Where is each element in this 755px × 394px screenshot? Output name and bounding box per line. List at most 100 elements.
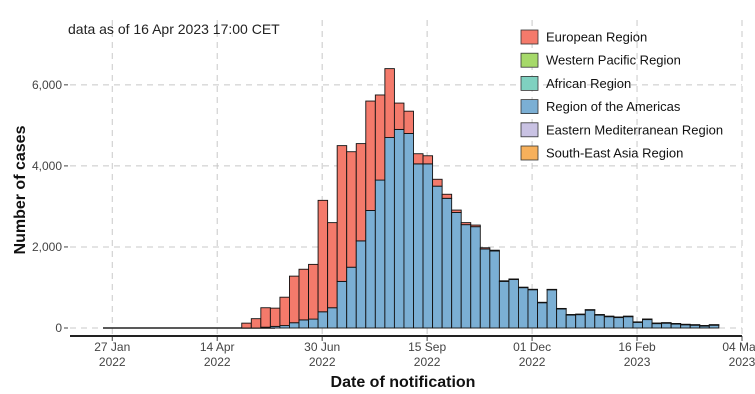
x-tick-year: 2022 <box>204 355 231 369</box>
bar-segment <box>594 314 605 316</box>
bar-segment <box>460 222 472 226</box>
bar-segment <box>498 280 510 282</box>
x-tick-label: 16 Feb <box>618 340 656 354</box>
bar-segment <box>622 315 634 329</box>
bar-segment <box>441 197 453 329</box>
bar-segment <box>661 322 672 324</box>
bar-segment <box>432 178 443 187</box>
legend-swatch <box>520 29 539 45</box>
bar-segment <box>575 313 586 316</box>
bar-segment <box>317 311 329 329</box>
bar-segment <box>508 278 519 329</box>
bar-segment <box>556 307 567 310</box>
bar-segment <box>289 275 300 324</box>
bar-segment <box>489 249 500 252</box>
bar-segment <box>355 143 367 242</box>
legend-swatch <box>520 99 539 114</box>
bar-segment <box>470 224 481 228</box>
legend-swatch <box>520 122 539 138</box>
bar-segment <box>413 153 424 165</box>
bar-segment <box>479 248 491 329</box>
x-tick-label: 30 Jun <box>304 340 340 354</box>
bar-segment <box>622 315 634 318</box>
bar-segment <box>498 280 510 329</box>
x-tick-year: 2023 <box>624 355 651 369</box>
bar-segment <box>575 313 586 329</box>
bar-segment <box>537 301 548 304</box>
legend-swatch <box>520 145 539 161</box>
bar-segment <box>594 314 605 329</box>
y-axis-title: Number of cases <box>12 125 29 254</box>
bar-segment <box>250 318 262 329</box>
bar-segment <box>470 226 481 329</box>
bar-segment <box>327 307 338 329</box>
bar-segment <box>603 315 615 329</box>
bar-segment <box>289 322 300 329</box>
bar-segment <box>613 316 624 329</box>
bar-segment <box>527 288 538 291</box>
x-tick-label: 14 Apr <box>200 340 235 354</box>
bar-segment <box>613 316 624 319</box>
x-tick-label: 27 Jan <box>94 340 130 354</box>
bar-segment <box>393 128 405 329</box>
bar-segment <box>565 314 577 329</box>
bar-segment <box>374 179 386 329</box>
bar-segment <box>518 287 529 329</box>
bar-segment <box>451 212 462 329</box>
x-tick-year: 2022 <box>99 355 126 369</box>
legend-label: South-East Asia Region <box>546 146 683 161</box>
bar-segment <box>642 318 653 329</box>
bar-segment <box>508 278 519 281</box>
bar-segment <box>556 308 567 329</box>
bar-segment <box>403 133 414 329</box>
bar-segment <box>336 145 348 282</box>
legend-label: African Region <box>546 76 631 91</box>
bar-segment <box>365 210 376 329</box>
bar-segment <box>708 324 720 326</box>
bar-segment <box>451 209 462 213</box>
x-tick-label: 01 Dec <box>513 340 551 354</box>
bar-segment <box>336 280 348 329</box>
y-tick-label: 2,000 <box>32 240 62 254</box>
bar-segment <box>432 185 443 329</box>
bar-segment <box>269 307 281 327</box>
legend-label: Eastern Mediterranean Region <box>546 122 723 137</box>
legend: European Region Western Pacific Region Afr… <box>520 29 723 161</box>
bar-segment <box>241 322 252 329</box>
bar-segment <box>546 288 558 291</box>
y-tick-label: 6,000 <box>32 78 62 92</box>
x-tick-year: 2022 <box>414 355 441 369</box>
bar-segment <box>460 224 472 329</box>
bar-segment <box>403 110 414 134</box>
bar-segment <box>699 325 710 327</box>
bar-segment <box>603 315 615 318</box>
x-axis-title: Date of notification <box>331 374 476 391</box>
bar-segment <box>584 309 596 311</box>
bar-segment <box>393 102 405 130</box>
bar-segment <box>479 247 491 250</box>
bar-segment <box>365 100 376 211</box>
bar-segment <box>308 318 319 329</box>
legend-label: Region of the Americas <box>546 99 681 114</box>
bar-segment <box>317 199 329 313</box>
y-tick-label: 4,000 <box>32 159 62 173</box>
bar-segment <box>384 68 395 138</box>
y-tick-label: 0 <box>55 321 62 335</box>
bar-segment <box>308 263 319 320</box>
bar-segment <box>413 163 424 329</box>
bar-segment <box>384 137 395 329</box>
bar-segment <box>584 309 596 329</box>
bar-segment <box>422 163 434 329</box>
x-tick-label: 15 Sep <box>408 340 446 354</box>
bar-segment <box>441 193 453 199</box>
bar-segment <box>537 302 548 329</box>
bar-segment <box>298 319 309 329</box>
bar-segment <box>632 321 643 323</box>
bar-segment <box>355 240 367 329</box>
bar-segment <box>689 324 701 326</box>
bar-segment <box>279 296 290 327</box>
bar-layer <box>103 68 720 329</box>
bar-segment <box>422 155 434 165</box>
